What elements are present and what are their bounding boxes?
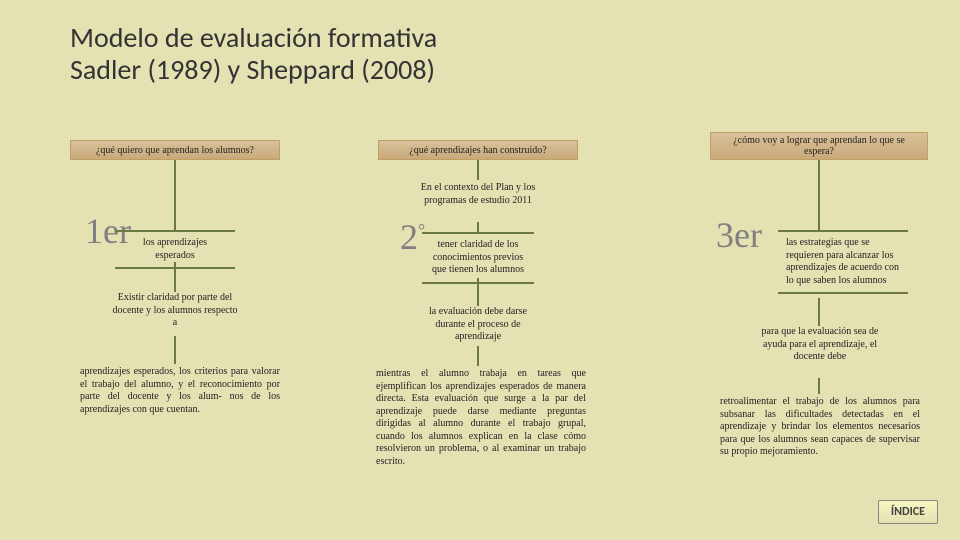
col2-box-b: la evaluación debe darse durante el proc… <box>418 306 538 344</box>
connector <box>174 262 176 292</box>
col1-paragraph: aprendizajes esperados, los criterios pa… <box>80 366 280 416</box>
indice-button[interactable]: ÍNDICE <box>878 500 938 524</box>
col1-header: ¿qué quiero que aprendan los alumnos? <box>70 140 280 160</box>
connector <box>477 278 479 306</box>
col3-header: ¿cómo voy a lograr que aprendan lo que s… <box>710 132 928 160</box>
col3-paragraph: retroalimentar el trabajo de los alumnos… <box>720 396 920 459</box>
connector <box>174 160 176 230</box>
col3-ordinal: 3er <box>716 214 762 256</box>
col1-box-b: Existir claridad por parte del docente y… <box>110 292 240 330</box>
connector <box>477 160 479 180</box>
col2-box-pre: En el contexto del Plan y los programas … <box>418 182 538 207</box>
page-title: Modelo de evaluación formativa Sadler (1… <box>70 22 437 86</box>
connector <box>174 336 176 364</box>
connector <box>477 346 479 366</box>
col3-box-b: para que la evaluación sea de ayuda para… <box>760 326 880 364</box>
connector <box>818 160 820 230</box>
connector <box>818 298 820 326</box>
connector <box>818 378 820 394</box>
col2-paragraph: mientras el alumno trabaja en tareas que… <box>376 368 586 468</box>
col2-box-a: tener claridad de los conocimientos prev… <box>422 232 534 284</box>
col3-box-a: las estrategias que se requieren para al… <box>778 230 908 294</box>
connector <box>477 222 479 232</box>
col2-header: ¿qué aprendizajes han construido? <box>378 140 578 160</box>
